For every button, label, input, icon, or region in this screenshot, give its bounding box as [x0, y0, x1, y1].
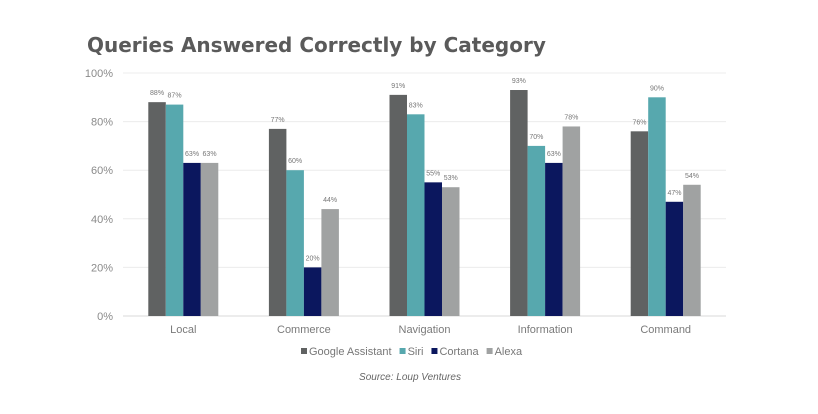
bar-alexa [683, 184, 701, 316]
y-tick-label: 100% [85, 68, 113, 80]
legend-label: Google Assistant [309, 346, 392, 358]
category-labels: Local Commerce Navigation Information Comman… [170, 324, 691, 336]
data-label: 44% [323, 197, 337, 204]
data-label: 63% [547, 151, 561, 158]
data-label: 93% [512, 78, 526, 85]
data-label: 88% [150, 90, 164, 97]
legend-swatch [301, 348, 307, 354]
legend-swatch [431, 348, 438, 354]
bar-siri [165, 104, 184, 316]
bar-google-assistant [148, 102, 166, 316]
legend: Google Assistant Siri Cortana Alexa [301, 346, 523, 358]
data-label: 20% [306, 255, 320, 262]
x-tick-label: Local [170, 324, 196, 336]
bar-siri [648, 97, 666, 316]
bar-alexa [200, 162, 219, 316]
bar-google-assistant [268, 128, 287, 316]
data-label: 60% [288, 158, 302, 165]
legend-swatch [399, 348, 406, 354]
bar-siri [527, 145, 546, 316]
x-tick-label: Command [640, 324, 691, 336]
bar-cortana [545, 162, 563, 316]
data-label: 63% [203, 151, 217, 158]
data-label: 87% [168, 93, 182, 100]
data-label: 53% [444, 175, 458, 182]
bar-siri [286, 170, 304, 316]
bar-cortana [424, 182, 442, 316]
bar-alexa [321, 209, 339, 316]
x-tick-label: Commerce [277, 324, 331, 336]
chart-title: Queries Answered Correctly by Category [87, 33, 546, 57]
data-label: 90% [650, 85, 664, 92]
legend-label: Cortana [439, 346, 479, 358]
y-tick-label: 60% [91, 165, 113, 177]
bar-google-assistant [389, 94, 407, 317]
y-tick-label: 20% [91, 262, 113, 274]
bars [148, 90, 701, 317]
data-label: 63% [185, 151, 199, 158]
data-label: 70% [529, 134, 543, 141]
legend-label: Siri [408, 346, 424, 358]
bar-siri [407, 114, 425, 316]
data-label: 47% [667, 190, 681, 197]
y-tick-label: 80% [91, 117, 113, 129]
y-tick-label: 0% [97, 311, 113, 323]
y-tick-label: 40% [91, 214, 113, 226]
data-label: 54% [685, 173, 699, 180]
bar-cortana [183, 162, 201, 316]
bar-cortana [303, 267, 322, 316]
x-tick-label: Information [518, 324, 573, 336]
data-label: 55% [426, 170, 440, 177]
bar-alexa [442, 187, 460, 316]
data-label: 83% [409, 102, 423, 109]
bar-alexa [562, 126, 581, 317]
data-label: 91% [391, 83, 405, 90]
data-label: 76% [632, 119, 646, 126]
source-note: Source: Loup Ventures [359, 372, 461, 383]
legend-label: Alexa [495, 346, 523, 358]
data-label: 78% [564, 114, 578, 121]
legend-swatch [486, 348, 493, 354]
bar-google-assistant [630, 131, 649, 316]
data-labels: 88% 87% 63% 63% 77% 60% 20% 44% 91% 83% 55% 53% 93% 7… [150, 78, 699, 262]
data-label: 77% [271, 117, 285, 124]
x-tick-label: Navigation [399, 324, 451, 336]
bar-cortana [665, 201, 684, 316]
bar-google-assistant [510, 90, 528, 316]
